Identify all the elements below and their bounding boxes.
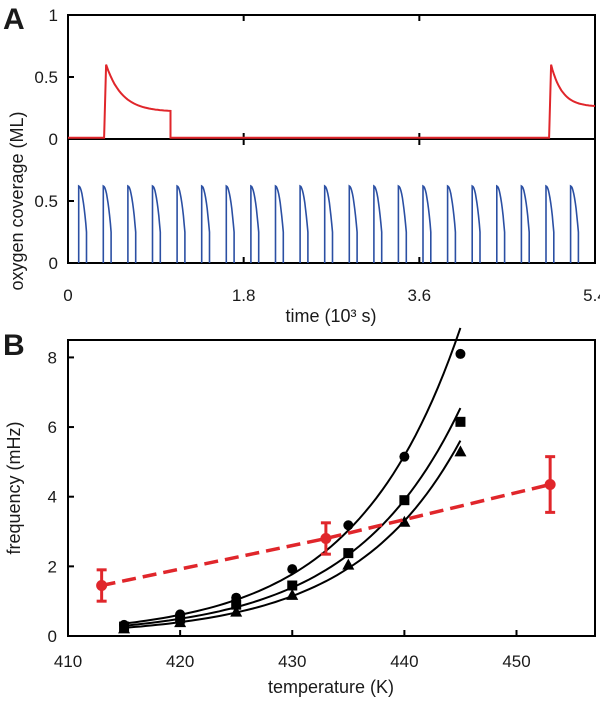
panel-b-series [96, 327, 556, 634]
panel-b-point-triangle [174, 616, 187, 628]
panel-a-ytick-label: 0.5 [34, 68, 58, 87]
panel-a-spike [422, 184, 432, 263]
panel-a-ytick-label: 0.5 [34, 192, 58, 211]
panel-b-point-square [231, 599, 242, 610]
panel-a-ylabel: oxygen coverage (ML) [7, 111, 27, 290]
panel-b-xtick-label: 440 [390, 652, 418, 671]
panel-b-ylabel: frequency (mHz) [4, 421, 24, 554]
panel-a-ticks: 0 1.8 3.6 5.4 0 0.5 1 0 0.5 [34, 6, 600, 305]
panel-a-spike [323, 184, 334, 263]
panel-a-spike [176, 184, 186, 263]
panel-b-point-triangle [230, 605, 243, 617]
panel-a-ytick-label: 1 [49, 6, 58, 25]
panel-a-xtick-label: 0 [63, 286, 72, 305]
panel-a-spike [200, 184, 211, 263]
panel-a-letter: A [3, 3, 25, 36]
panel-b-point-circle [320, 532, 332, 544]
panel-b-series-0-fit [123, 327, 462, 625]
panel-a-top-trace [68, 64, 596, 139]
panel-b-point-triangle [118, 622, 131, 634]
panel-b-ytick-label: 8 [48, 348, 57, 367]
panel-a-xtick-label: 1.8 [232, 286, 256, 305]
panel-a-xtick-label: 5.4 [583, 286, 600, 305]
panel-b-ytick-label: 4 [48, 488, 57, 507]
panel-a-spike [151, 184, 162, 263]
panel-a-spike [77, 184, 88, 263]
panel-b-point-circle [544, 479, 556, 491]
panel-b-point-square [455, 416, 466, 427]
panel-a-spike [495, 184, 506, 263]
panel-a-xlabel: time (10³ s) [285, 306, 376, 326]
panel-a-spike [373, 184, 383, 263]
panel-b-point-circle [96, 580, 108, 592]
panel-b-point-square [343, 548, 354, 559]
panel-a-xtick-label: 3.6 [408, 286, 432, 305]
panel-a-spike [446, 184, 457, 263]
panel-a-top-line [68, 64, 596, 139]
panel-b-point-triangle [342, 558, 355, 570]
panel-b-ticks: 410 420 430 440 450 0 2 4 6 8 [48, 348, 531, 671]
panel-a-spike [127, 184, 137, 263]
panel-b-xtick-label: 410 [54, 652, 82, 671]
panel-b-ytick-label: 6 [48, 418, 57, 437]
panel-b-xtick-label: 450 [502, 652, 530, 671]
panel-a-spike [397, 184, 408, 263]
panel-b-point-circle [287, 564, 298, 575]
panel-b-xtick-label: 430 [278, 652, 306, 671]
panel-a-ytick-label: 0 [49, 130, 58, 149]
panel-b-point-square [287, 580, 298, 591]
panel-b-xlabel: temperature (K) [268, 677, 394, 697]
panel-a-bottom-trace [77, 184, 580, 263]
panel-a-spike [299, 184, 309, 263]
panel-a-ytick-label: 0 [49, 254, 58, 273]
panel-a-spike [102, 184, 112, 263]
panel-a-spike [471, 184, 481, 263]
panel-b-series-3-line [101, 482, 551, 588]
panel-b-ytick-label: 2 [48, 557, 57, 576]
panel-b-point-circle [455, 348, 466, 359]
panel-b-chart: 410 420 430 440 450 0 2 4 6 8 frequency (mHz) tem… [4, 327, 596, 697]
panel-a-chart: 0 1.8 3.6 5.4 0 0.5 1 0 0.5 oxygen coverage (ML)… [7, 6, 600, 326]
panel-b-point-circle [399, 451, 410, 462]
panel-b-point-square [399, 495, 410, 506]
panel-b-frame [67, 339, 596, 637]
panel-a-spike [348, 184, 358, 263]
panel-a-spike [520, 184, 531, 263]
panel-a-spike [545, 184, 555, 263]
panel-a-spike [250, 184, 260, 263]
panel-a-spike [569, 184, 580, 263]
panel-b-xtick-label: 420 [166, 652, 194, 671]
panel-b-letter: B [3, 329, 25, 362]
panel-a-spike [225, 184, 235, 263]
panel-b-ytick-label: 0 [48, 627, 57, 646]
panel-b-point-triangle [286, 588, 299, 600]
panel-b-point-circle [343, 520, 354, 531]
panel-b-point-triangle [454, 445, 467, 457]
panel-a-spike [274, 184, 285, 263]
panel-b-point-triangle [398, 515, 411, 527]
